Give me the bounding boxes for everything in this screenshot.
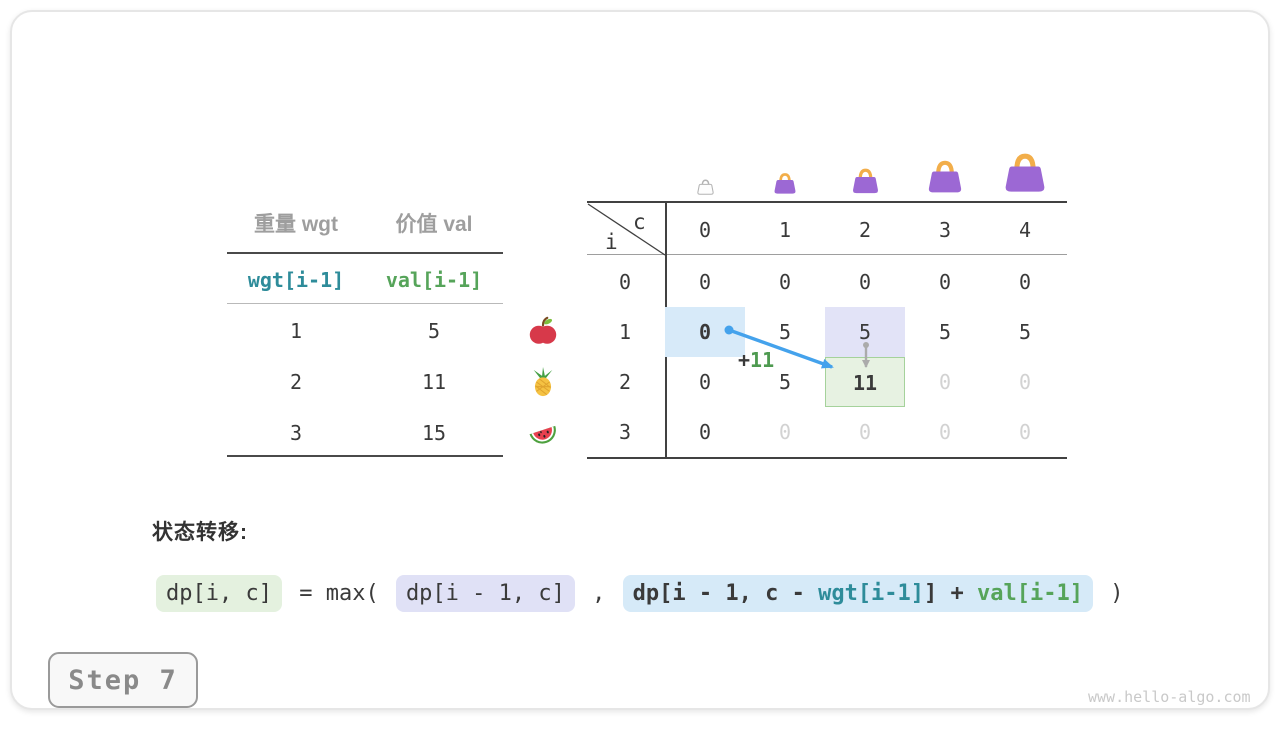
val-var-label: val[i-1] xyxy=(365,268,503,292)
item-value-value: 11 xyxy=(365,370,503,394)
item-weight-value: 2 xyxy=(227,370,365,394)
dp-col-header-1: 1 xyxy=(745,215,825,245)
item-table-header: 重量 wgt 价值 val xyxy=(227,208,503,238)
dp-row-label-1: 1 xyxy=(585,317,665,347)
item-weight-value: 3 xyxy=(227,421,365,445)
transition-formula: dp[i, c] = max( dp[i - 1, c] , dp[i - 1,… xyxy=(152,571,1124,615)
weight-column-header: 重量 wgt xyxy=(227,208,365,238)
dp-cell-i1-c0: 0 xyxy=(665,307,745,357)
dp-cell-i3-c3: 0 xyxy=(905,407,985,457)
plus-sign: + xyxy=(738,348,750,372)
item-table-var-row: wgt[i-1] val[i-1] xyxy=(227,265,503,295)
bag-empty-icon xyxy=(696,177,715,196)
item-weight-value: 1 xyxy=(227,319,365,343)
wgt-var-label: wgt[i-1] xyxy=(227,268,365,292)
add-value-annotation: +11 xyxy=(738,348,774,372)
watermelon-icon xyxy=(526,416,560,450)
transition-section-label: 状态转移: xyxy=(152,516,248,546)
corner-col-var: c xyxy=(633,210,646,234)
dp-col-header-4: 4 xyxy=(985,215,1065,245)
formula-part: wgt[i-1] xyxy=(818,581,924,606)
dp-cell-i1-c4: 5 xyxy=(985,307,1065,357)
dp-cell-i2-c4: 0 xyxy=(985,357,1065,407)
dp-col-header-2: 2 xyxy=(825,215,905,245)
pineapple-icon xyxy=(526,365,560,399)
apple-icon xyxy=(526,314,560,348)
dp-cell-i3-c2: 0 xyxy=(825,407,905,457)
item-table-var-divider xyxy=(227,303,503,304)
corner-diagonal-line xyxy=(587,201,667,257)
dp-cell-i3-c4: 0 xyxy=(985,407,1065,457)
dp-cell-i2-c2: 11 xyxy=(825,357,905,407)
bag-capacity-4-icon xyxy=(1001,148,1049,196)
formula-part: dp[i - 1, c - xyxy=(633,581,818,606)
dp-cell-i0-c0: 0 xyxy=(665,257,745,307)
formula-part: val[i-1] xyxy=(977,581,1083,606)
item-table-bottom-border xyxy=(227,455,503,457)
dp-cell-i1-c2: 5 xyxy=(825,307,905,357)
bag-capacity-1-icon xyxy=(772,170,798,196)
value-column-header: 价值 val xyxy=(365,208,503,238)
item-value-value: 15 xyxy=(365,421,503,445)
dp-col-header-3: 3 xyxy=(905,215,985,245)
step-indicator-button[interactable]: Step 7 xyxy=(48,652,198,708)
item-value-value: 5 xyxy=(365,319,503,343)
dp-cell-i3-c0: 0 xyxy=(665,407,745,457)
formula-term-lavender-box: dp[i - 1, c] xyxy=(396,575,575,612)
dp-row-label-0: 0 xyxy=(585,267,665,297)
corner-row-var: i xyxy=(605,230,618,254)
formula-text-1: = max( xyxy=(286,581,392,606)
dp-row-label-3: 3 xyxy=(585,417,665,447)
dp-cell-i2-c3: 0 xyxy=(905,357,985,407)
dp-table-bottom-border xyxy=(587,457,1067,459)
item-table-header-divider xyxy=(227,252,503,254)
formula-term-blue-box: dp[i - 1, c - wgt[i-1]] + val[i-1] xyxy=(623,575,1093,612)
formula-text-3: , xyxy=(579,581,619,606)
added-value: 11 xyxy=(750,348,774,372)
bag-capacity-3-icon xyxy=(925,156,965,196)
dp-cell-i0-c3: 0 xyxy=(905,257,985,307)
bag-capacity-2-icon xyxy=(850,165,881,196)
dp-cell-i3-c1: 0 xyxy=(745,407,825,457)
dp-row-label-2: 2 xyxy=(585,367,665,397)
formula-term-green-box: dp[i, c] xyxy=(156,575,282,612)
site-watermark: www.hello-algo.com xyxy=(1088,688,1251,706)
dp-cell-i0-c4: 0 xyxy=(985,257,1065,307)
dp-cell-i0-c2: 0 xyxy=(825,257,905,307)
formula-text-5: ) xyxy=(1097,581,1124,606)
dp-col-header-0: 0 xyxy=(665,215,745,245)
dp-cell-i2-c0: 0 xyxy=(665,357,745,407)
dp-cell-i1-c3: 5 xyxy=(905,307,985,357)
dp-cell-i0-c1: 0 xyxy=(745,257,825,307)
formula-part: ] + xyxy=(924,581,977,606)
